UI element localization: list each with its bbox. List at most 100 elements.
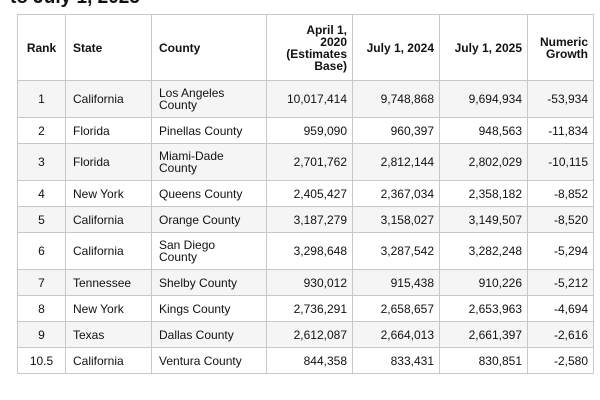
header-base-line: 2020 <box>320 34 347 49</box>
county-name-line: Orange County <box>159 212 241 227</box>
cell-state: Florida <box>65 117 152 144</box>
header-july-2024: July 1, 2024 <box>352 14 440 81</box>
table-row: 9 Texas Dallas County 2,612,087 2,664,013 2,6… <box>17 321 594 348</box>
cell-july-2025: 3,149,507 <box>439 206 528 233</box>
cell-state: California <box>65 80 152 118</box>
cell-state: Texas <box>65 321 152 348</box>
cell-county: Miami-Dade County <box>151 143 267 181</box>
header-estimates-base: April 1, 2020 (Estimates Base) <box>266 14 353 81</box>
section-heading: to July 1, 2025 <box>10 0 140 8</box>
header-state: State <box>65 14 152 81</box>
cell-rank: 8 <box>17 295 66 322</box>
cell-july-2025: 2,653,963 <box>439 295 528 322</box>
cell-numeric-growth: -5,294 <box>527 232 594 270</box>
cell-july-2024: 2,664,013 <box>352 321 440 348</box>
cell-county: Los Angeles County <box>151 80 267 118</box>
cell-rank: 10.5 <box>17 347 66 374</box>
table-row: 7 Tennessee Shelby County 930,012 915,438 910… <box>17 269 594 296</box>
table-row: 8 New York Kings County 2,736,291 2,658,657 2… <box>17 295 594 322</box>
cell-july-2024: 915,438 <box>352 269 440 296</box>
cell-numeric-growth: -8,852 <box>527 180 594 207</box>
cell-estimates-base: 2,405,427 <box>266 180 353 207</box>
table-row: 1 California Los Angeles County 10,017,414 9,… <box>17 80 594 118</box>
cell-numeric-growth: -11,834 <box>527 117 594 144</box>
cell-rank: 2 <box>17 117 66 144</box>
county-name-line: Los Angeles <box>159 86 225 100</box>
cell-estimates-base: 3,298,648 <box>266 232 353 270</box>
cell-county: Orange County <box>151 206 267 233</box>
cell-rank: 9 <box>17 321 66 348</box>
cell-numeric-growth: -4,694 <box>527 295 594 322</box>
cell-estimates-base: 930,012 <box>266 269 353 296</box>
cell-numeric-growth: -53,934 <box>527 80 594 118</box>
cell-numeric-growth: -10,115 <box>527 143 594 181</box>
cell-county: Kings County <box>151 295 267 322</box>
cell-july-2025: 910,226 <box>439 269 528 296</box>
cell-state: New York <box>65 295 152 322</box>
cell-rank: 6 <box>17 232 66 270</box>
cell-july-2025: 948,563 <box>439 117 528 144</box>
header-base-line: (Estimates <box>286 46 347 61</box>
cell-state: California <box>65 347 152 374</box>
county-name-line: Miami-Dade <box>159 149 224 163</box>
county-population-table: Rank State County April 1, 2020 (Estimat… <box>17 14 594 374</box>
header-base-line: April 1, <box>306 22 347 37</box>
cell-estimates-base: 3,187,279 <box>266 206 353 233</box>
cell-july-2025: 2,802,029 <box>439 143 528 181</box>
county-name-line: San Diego <box>159 238 216 252</box>
cell-july-2024: 9,748,868 <box>352 80 440 118</box>
cell-estimates-base: 959,090 <box>266 117 353 144</box>
cell-county: Shelby County <box>151 269 267 296</box>
table-row: 5 California Orange County 3,187,279 3,158,0… <box>17 206 594 233</box>
header-base-line: Base) <box>314 58 347 73</box>
cell-rank: 3 <box>17 143 66 181</box>
cell-county: Pinellas County <box>151 117 267 144</box>
county-name-line: Ventura County <box>159 353 242 368</box>
cell-state: California <box>65 232 152 270</box>
cell-rank: 4 <box>17 180 66 207</box>
cell-state: California <box>65 206 152 233</box>
cell-estimates-base: 2,701,762 <box>266 143 353 181</box>
cell-july-2025: 830,851 <box>439 347 528 374</box>
cell-july-2024: 960,397 <box>352 117 440 144</box>
cell-july-2024: 833,431 <box>352 347 440 374</box>
cell-july-2025: 2,661,397 <box>439 321 528 348</box>
county-name-line: County <box>159 250 198 264</box>
cell-rank: 1 <box>17 80 66 118</box>
table-row: 6 California San Diego County 3,298,648 3,287… <box>17 232 594 270</box>
cell-estimates-base: 844,358 <box>266 347 353 374</box>
county-name-line: Dallas County <box>159 327 234 342</box>
cell-state: Tennessee <box>65 269 152 296</box>
table-row: 10.5 California Ventura County 844,358 833,4… <box>17 347 594 374</box>
county-name-line: County <box>159 98 198 112</box>
table-header-row: Rank State County April 1, 2020 (Estimat… <box>17 14 594 81</box>
table-row: 3 Florida Miami-Dade County 2,701,762 2,812,1… <box>17 143 594 181</box>
cell-estimates-base: 10,017,414 <box>266 80 353 118</box>
cell-state: New York <box>65 180 152 207</box>
cell-july-2025: 9,694,934 <box>439 80 528 118</box>
county-name-line: Kings County <box>159 301 231 316</box>
header-rank: Rank <box>17 14 66 81</box>
county-name-line: Pinellas County <box>159 123 243 138</box>
cell-state: Florida <box>65 143 152 181</box>
header-numeric-growth: Numeric Growth <box>527 14 594 81</box>
cell-july-2024: 3,287,542 <box>352 232 440 270</box>
header-july-2025: July 1, 2025 <box>439 14 528 81</box>
county-name-line: Shelby County <box>159 275 238 290</box>
cell-rank: 7 <box>17 269 66 296</box>
county-name-line: Queens County <box>159 186 243 201</box>
cell-numeric-growth: -5,212 <box>527 269 594 296</box>
cell-july-2024: 2,367,034 <box>352 180 440 207</box>
table-row: 4 New York Queens County 2,405,427 2,367,034… <box>17 180 594 207</box>
cell-county: Ventura County <box>151 347 267 374</box>
cell-numeric-growth: -8,520 <box>527 206 594 233</box>
cell-july-2024: 2,658,657 <box>352 295 440 322</box>
cell-numeric-growth: -2,616 <box>527 321 594 348</box>
cell-july-2025: 2,358,182 <box>439 180 528 207</box>
table-row: 2 Florida Pinellas County 959,090 960,397 948… <box>17 117 594 144</box>
header-growth-line: Growth <box>546 46 588 61</box>
cell-estimates-base: 2,612,087 <box>266 321 353 348</box>
cell-rank: 5 <box>17 206 66 233</box>
county-name-line: County <box>159 161 198 175</box>
